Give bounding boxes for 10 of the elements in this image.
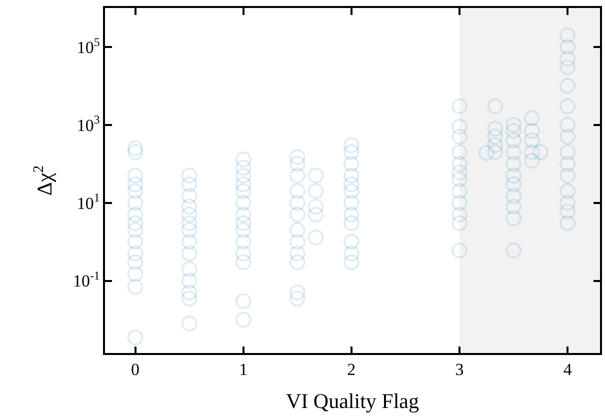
y-tick-label: 10$^{1}$	[76, 190, 100, 213]
y-tick-label: 10$^{-1}$	[72, 268, 100, 291]
x-tick-label: 1	[239, 360, 248, 380]
x-axis-title: VI Quality Flag	[286, 388, 420, 413]
x-tick-label: 0	[131, 360, 140, 380]
x-tick-label: 4	[563, 360, 572, 380]
y-tick-label: 10$^{3}$	[76, 112, 100, 135]
y-tick-label: 10$^{5}$	[76, 34, 100, 57]
x-tick-label: 2	[347, 360, 356, 380]
x-tick-label: 3	[455, 360, 464, 380]
